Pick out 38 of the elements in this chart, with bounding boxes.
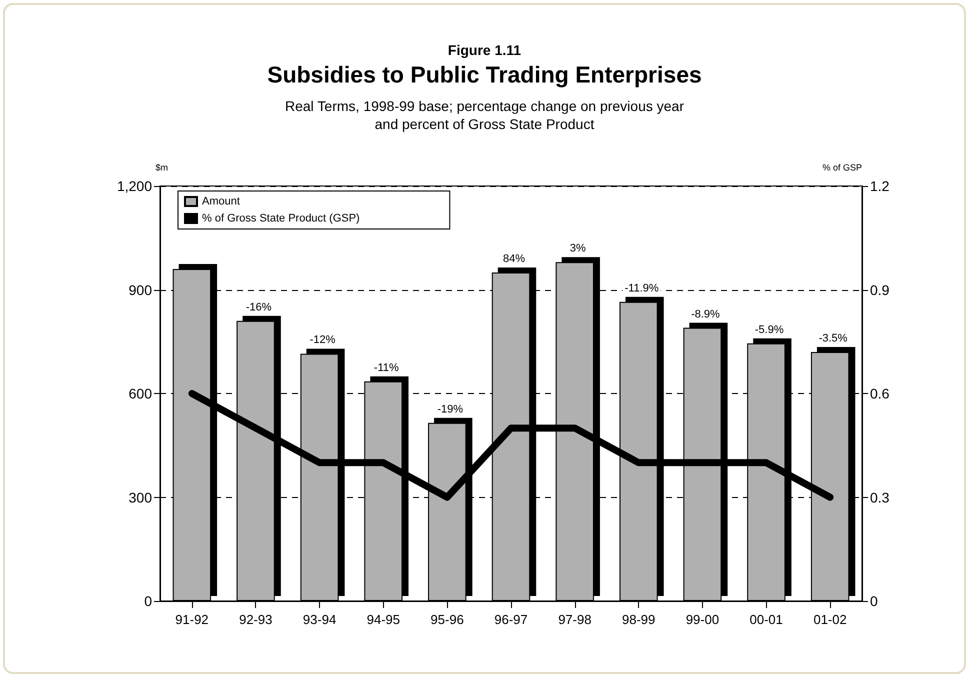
- y-tick-label: 1,200: [116, 178, 152, 194]
- y-tick-label: 300: [128, 489, 152, 506]
- chart-title: Subsidies to Public Trading Enterprises: [267, 62, 702, 88]
- legend-label: % of Gross State Product (GSP): [202, 212, 360, 224]
- y2-tick-label: 0.6: [870, 386, 890, 402]
- chart-subtitle: Real Terms, 1998-99 base; percentage change on previous year and percent of Gross State Product: [285, 98, 684, 132]
- x-tick-label: 93-94: [302, 612, 336, 627]
- y-tick-label: 600: [128, 386, 152, 402]
- y-tick-label: 900: [128, 282, 152, 298]
- x-tick-label: 01-02: [813, 612, 847, 627]
- x-tick-label: 95-96: [430, 612, 464, 627]
- y-tick-label: 0: [144, 593, 152, 609]
- x-tick-label: 91-92: [175, 612, 209, 627]
- x-tick-label: 97-98: [558, 612, 592, 627]
- x-tick-label: 98-99: [622, 612, 656, 627]
- y2-axis-title: % of GSP: [822, 162, 862, 172]
- annotation: -5.9%: [754, 324, 784, 336]
- x-tick-label: 94-95: [366, 612, 400, 627]
- y2-tick-label: 1.2: [870, 178, 890, 194]
- annotation: 84%: [502, 252, 526, 265]
- annotation: -16%: [246, 301, 272, 314]
- annotation: -12%: [310, 334, 336, 346]
- annotation: -3.5%: [818, 332, 848, 344]
- annotation: 3%: [570, 242, 586, 255]
- y2-tick-label: 0: [870, 593, 878, 609]
- x-tick-label: 92-93: [239, 612, 272, 627]
- annotation: -11%: [374, 362, 400, 374]
- annotation: -11.9%: [624, 282, 659, 294]
- annotation: -19%: [437, 403, 464, 416]
- x-tick-label: 96-97: [494, 612, 528, 627]
- y2-tick-label: 0.9: [870, 282, 890, 298]
- annotation: -8.9%: [691, 308, 720, 320]
- caption: Figure 1.11: [448, 42, 522, 58]
- y2-tick-label: 0.3: [870, 489, 890, 506]
- legend-label: Amount: [202, 196, 240, 208]
- x-tick-label: 00-01: [750, 612, 783, 627]
- x-tick-label: 99-00: [686, 612, 720, 627]
- y-axis-title: $m: [155, 162, 168, 172]
